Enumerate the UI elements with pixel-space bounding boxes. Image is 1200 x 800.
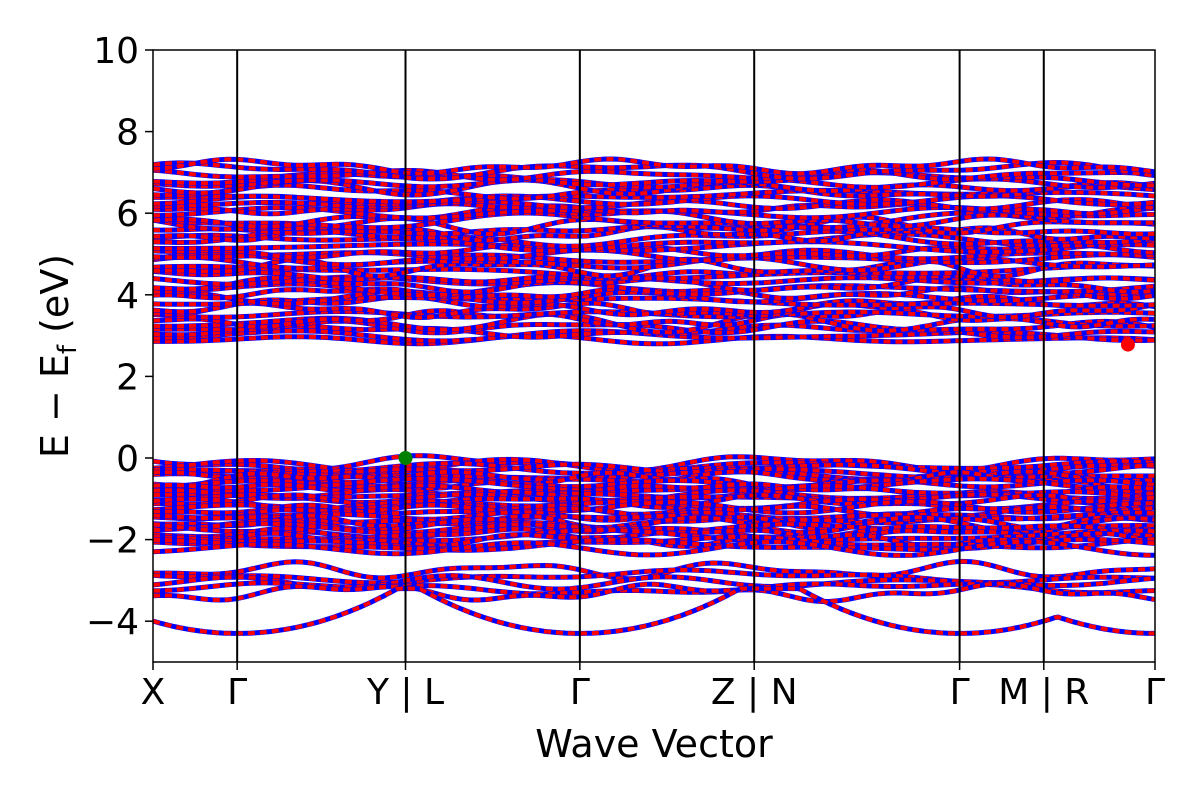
y-axis-label-unit: (eV) xyxy=(33,254,77,345)
y-tick-label-1: −2 xyxy=(86,521,139,562)
x-tick-label-4: Z | N xyxy=(711,672,798,713)
y-tick-label-6: 8 xyxy=(116,113,139,154)
band-down-76 xyxy=(152,156,1156,176)
band-up-lowest xyxy=(152,586,1155,636)
band-up-12 xyxy=(152,491,1156,506)
x-tick-label-0: X xyxy=(141,672,166,713)
x-axis: X Γ Y | L Γ Z | N Γ M | R Γ xyxy=(141,662,1165,713)
y-tick-label-0: −4 xyxy=(86,602,139,643)
band-down-lowest xyxy=(152,586,1155,636)
y-tick-label-2: 0 xyxy=(116,439,139,480)
band-up-55 xyxy=(152,247,1156,263)
x-tick-label-7: Γ xyxy=(1145,672,1165,713)
band-extrema-markers xyxy=(398,337,1135,465)
band-down-6 xyxy=(152,470,1156,491)
band-up-16 xyxy=(152,502,1156,518)
band-down-34 xyxy=(152,581,1156,604)
y-axis-label: E − Ef (eV) xyxy=(33,254,83,458)
y-tick-label-4: 4 xyxy=(116,276,139,317)
band-down-48 xyxy=(152,275,1156,295)
band-up-53 xyxy=(152,254,1156,273)
y-tick-label-5: 6 xyxy=(116,194,139,235)
y-axis-label-subscript: f xyxy=(53,344,83,354)
y-axis-label-main: E − E xyxy=(33,354,77,458)
band-up-38 xyxy=(153,318,1156,336)
band-up-57 xyxy=(152,239,1156,255)
band-lines xyxy=(152,156,1156,636)
high-symmetry-lines xyxy=(236,50,1045,662)
vbm-marker xyxy=(398,451,413,465)
band-up-35 xyxy=(153,332,1156,347)
band-up-56 xyxy=(152,242,1156,261)
band-up-47 xyxy=(152,280,1156,298)
cbm-marker xyxy=(1120,337,1135,352)
band-up-54 xyxy=(152,250,1156,268)
band-up-13 xyxy=(152,492,1156,510)
band-up-19 xyxy=(152,512,1156,526)
band-down-40 xyxy=(152,308,1156,329)
x-tick-label-3: Γ xyxy=(570,672,590,713)
x-tick-label-5: Γ xyxy=(950,672,970,713)
plot-frame xyxy=(152,49,1156,663)
band-up-29 xyxy=(152,539,1155,558)
x-tick-label-2: Y | L xyxy=(366,672,444,713)
band-up-74 xyxy=(152,167,1156,183)
y-tick-label-7: 10 xyxy=(93,31,139,72)
x-tick-label-6: M | R xyxy=(998,672,1089,713)
y-axis: −4 −2 0 2 4 6 8 10 xyxy=(86,31,153,643)
x-tick-label-1: Γ xyxy=(227,672,247,713)
y-tick-label-3: 2 xyxy=(116,357,139,398)
x-axis-label: Wave Vector xyxy=(535,722,773,766)
